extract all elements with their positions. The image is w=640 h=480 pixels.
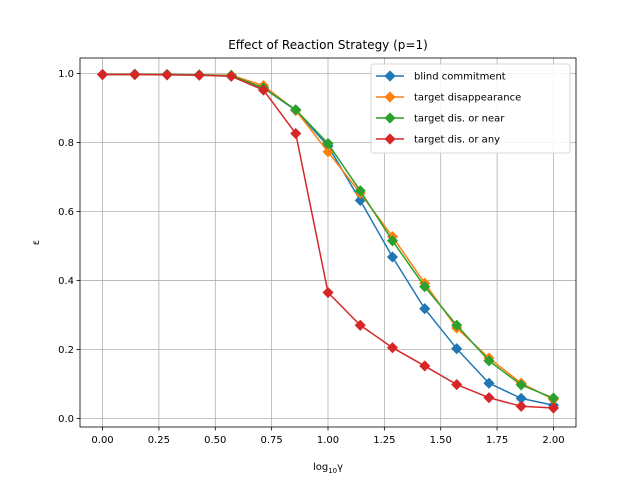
data-point	[322, 137, 334, 150]
x-tick-label: 2.00	[542, 435, 564, 446]
data-point	[322, 286, 334, 299]
data-point	[386, 235, 399, 247]
data-point	[290, 104, 302, 116]
legend-item-blind-commitment: blind commitment	[376, 70, 506, 83]
x-tick-label: 1.75	[486, 435, 508, 446]
legend-item-target-dis-or-any: target dis. or any	[376, 133, 500, 146]
x-axis-label-subscript: 10	[328, 467, 337, 475]
legend-label: target dis. or any	[414, 135, 500, 146]
legend-item-target-dis-or-near: target dis. or near	[376, 112, 505, 125]
data-point	[257, 84, 270, 96]
data-point	[483, 355, 495, 367]
data-point	[129, 68, 141, 81]
y-tick-label: 1.0	[58, 69, 74, 80]
data-point	[483, 392, 495, 404]
legend-item-target-disappearance: target disappearance	[376, 91, 521, 104]
data-point	[386, 342, 399, 354]
y-tick-label: 0.0	[58, 414, 74, 425]
series-layer	[96, 68, 560, 414]
data-point	[419, 360, 431, 372]
data-point	[515, 379, 527, 391]
chart-title: Effect of Reaction Strategy (p=1)	[228, 38, 428, 52]
x-tick-label: 1.50	[430, 435, 452, 446]
legend-swatch-marker	[384, 112, 396, 124]
y-tick-label: 0.4	[58, 276, 74, 287]
y-tick-label: 0.8	[58, 138, 74, 149]
x-tick-label: 0.50	[204, 435, 226, 446]
data-point	[96, 68, 109, 81]
legend-swatch-marker	[384, 133, 396, 145]
x-tick-label: 0.25	[148, 435, 170, 446]
legend-label: target disappearance	[414, 93, 521, 104]
legend-frame	[370, 63, 571, 154]
data-point	[354, 319, 366, 331]
legend-label: blind commitment	[414, 72, 506, 83]
data-point	[547, 402, 560, 414]
data-point	[515, 400, 527, 412]
data-point	[225, 70, 237, 82]
data-point	[451, 343, 463, 355]
y-tick-label: 0.2	[58, 345, 74, 356]
data-point	[419, 281, 431, 293]
data-point	[161, 69, 173, 81]
data-point	[193, 69, 205, 81]
x-tick-label: 0.00	[91, 435, 113, 446]
legend-swatch-marker	[384, 70, 396, 82]
data-point	[386, 251, 399, 263]
data-point	[451, 319, 463, 331]
data-point	[419, 303, 431, 315]
legend: blind commitment target disappearance targ…	[370, 63, 571, 154]
series-target-dis-or-any	[96, 68, 560, 414]
y-tick-label: 0.6	[58, 207, 74, 218]
legend-swatch-marker	[384, 91, 396, 103]
x-tick-label: 1.25	[373, 435, 395, 446]
x-axis-label-variable: γ	[337, 462, 343, 473]
data-point	[451, 379, 463, 391]
axis-ticks: 0.00 0.25 0.50 0.75 1.00 1.25 1.50 1.75 2.00 0.0 0…	[58, 69, 564, 446]
y-axis-label: ε	[31, 240, 42, 245]
x-tick-label: 0.75	[261, 435, 283, 446]
data-point	[290, 127, 302, 140]
data-point	[322, 146, 334, 158]
legend-label: target dis. or near	[414, 114, 505, 125]
x-tick-label: 1.00	[317, 435, 339, 446]
x-axis-label-base: log	[313, 462, 328, 473]
data-point	[354, 185, 366, 197]
x-axis-label: log10γ	[313, 462, 343, 475]
data-point	[483, 377, 495, 389]
